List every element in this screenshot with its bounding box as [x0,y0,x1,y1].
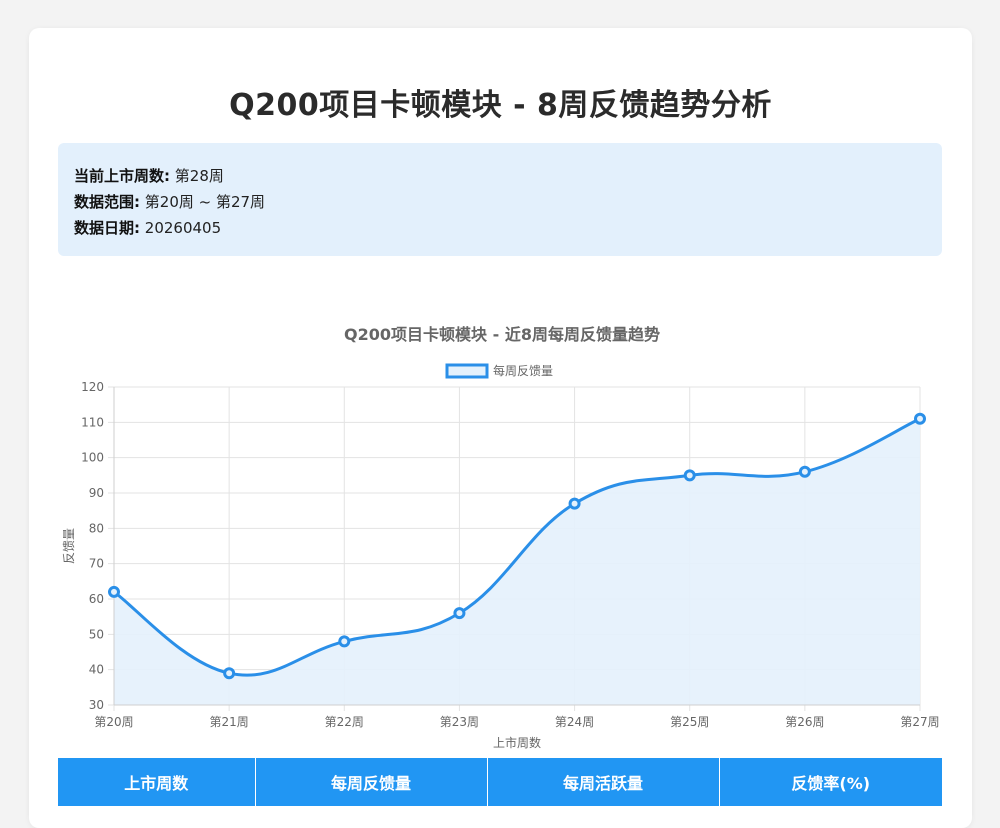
x-tick-label: 第27周 [900,715,939,729]
x-tick-label: 第24周 [555,715,594,729]
info-current-week: 当前上市周数: 第28周 [74,163,926,189]
data-table: 上市周数 每周反馈量 每周活跃量 反馈率(%) [58,758,942,806]
x-tick-label: 第26周 [785,715,824,729]
info-range-label: 数据范围: [74,193,140,211]
info-range-value: 第20周 ~ 第27周 [144,193,266,211]
x-tick-label: 第23周 [440,715,479,729]
info-current-week-value: 第28周 [174,167,224,185]
y-tick-label: 50 [89,627,104,641]
data-point [223,667,236,680]
info-date: 数据日期: 20260405 [74,215,926,241]
data-point [568,497,581,510]
y-tick-label: 70 [89,557,104,571]
info-range: 数据范围: 第20周 ~ 第27周 [74,189,926,215]
table-header-row: 上市周数 每周反馈量 每周活跃量 反馈率(%) [58,758,942,806]
x-tick-label: 第22周 [325,715,364,729]
info-current-week-label: 当前上市周数: [74,167,170,185]
y-tick-label: 90 [89,486,104,500]
page-title: Q200项目卡顿模块 - 8周反馈趋势分析 [229,88,772,123]
data-point [108,585,120,598]
data-point [683,469,696,482]
y-tick-label: 100 [81,451,104,465]
y-tick-label: 120 [81,380,104,394]
table-header-week: 上市周数 [58,758,256,806]
legend-swatch [445,363,489,379]
legend-label: 每周反馈量 [493,363,553,378]
y-tick-label: 110 [81,415,104,429]
y-tick-label: 30 [89,698,104,712]
info-date-label: 数据日期: [74,219,140,237]
series-area [114,418,920,705]
info-box: 当前上市周数: 第28周 数据范围: 第20周 ~ 第27周 数据日期: 202… [58,143,942,256]
y-axis-title: 反馈量 [62,528,76,564]
data-point [453,607,466,620]
x-axis-title: 上市周数 [493,735,541,750]
table-header-feedback: 每周反馈量 [255,758,488,806]
x-tick-label: 第25周 [670,715,709,729]
y-tick-label: 80 [89,521,104,535]
chart-area: Q200项目卡顿模块 - 近8周每周反馈量趋势每周反馈量 30 40 50 60 70 80… [29,283,972,753]
data-point [798,465,811,478]
table-header-active: 每周活跃量 [487,758,720,806]
data-point [338,635,351,648]
x-tick-label: 第20周 [94,715,133,729]
table-header-rate: 反馈率(%) [719,758,942,806]
chart-title: Q200项目卡顿模块 - 近8周每周反馈量趋势 [344,325,660,344]
data-point [914,412,926,425]
info-date-value: 20260405 [144,219,222,237]
y-tick-label: 40 [89,663,104,677]
x-tick-label: 第21周 [210,715,249,729]
y-tick-label: 60 [89,592,104,606]
report-card: Q200项目卡顿模块 - 8周反馈趋势分析 当前上市周数: 第28周 数据范围:… [29,28,972,828]
